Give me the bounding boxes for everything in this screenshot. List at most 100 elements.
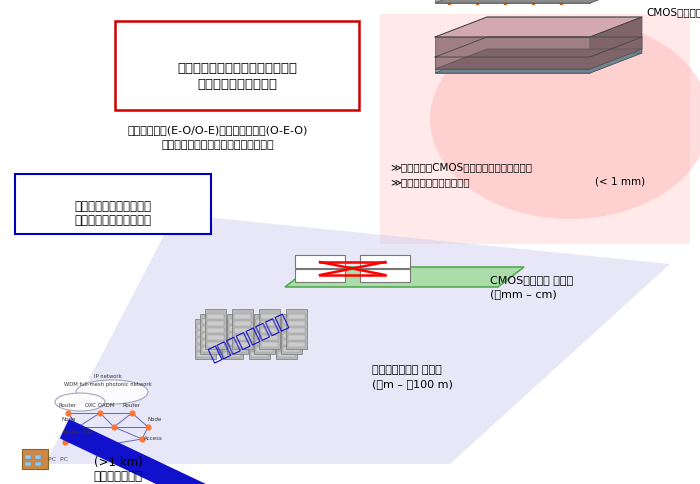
Bar: [197, 338, 214, 343]
Bar: [288, 321, 305, 326]
Bar: [256, 340, 273, 345]
Bar: [283, 319, 300, 324]
Bar: [254, 314, 275, 354]
Bar: [234, 342, 251, 348]
Text: 「光電融合型の処理」: 「光電融合型の処理」: [197, 78, 277, 91]
Text: CMOSチップ間 光伝送: CMOSチップ間 光伝送: [490, 274, 573, 285]
Bar: [197, 332, 214, 336]
Bar: [251, 345, 268, 350]
Text: CMOSレイヤー: CMOSレイヤー: [646, 7, 700, 17]
Bar: [261, 342, 278, 348]
Bar: [197, 324, 214, 329]
Bar: [207, 335, 224, 340]
Bar: [278, 352, 295, 357]
Bar: [259, 309, 280, 349]
Text: Router: Router: [59, 402, 77, 407]
Bar: [25, 462, 31, 466]
Bar: [283, 348, 300, 352]
Bar: [200, 314, 221, 354]
Bar: [278, 338, 295, 343]
Polygon shape: [590, 38, 642, 74]
FancyBboxPatch shape: [380, 15, 690, 244]
Bar: [234, 321, 251, 326]
Bar: [202, 319, 219, 324]
Bar: [261, 314, 278, 319]
Bar: [256, 348, 273, 352]
Polygon shape: [435, 0, 590, 4]
Bar: [195, 319, 216, 359]
Bar: [295, 256, 345, 269]
FancyBboxPatch shape: [115, 22, 359, 111]
Bar: [288, 335, 305, 340]
Bar: [197, 345, 214, 350]
Bar: [283, 326, 300, 332]
Bar: [261, 321, 278, 326]
Text: Access: Access: [144, 435, 162, 440]
Bar: [234, 314, 251, 319]
Bar: [229, 340, 246, 345]
Polygon shape: [435, 58, 590, 74]
Bar: [35, 462, 41, 466]
Bar: [278, 345, 295, 350]
Bar: [281, 314, 302, 354]
Bar: [224, 352, 241, 357]
Bar: [227, 314, 248, 354]
Bar: [251, 324, 268, 329]
Polygon shape: [45, 214, 670, 464]
Text: ≫チップ内での光信号処理: ≫チップ内での光信号処理: [390, 177, 470, 187]
Text: Node: Node: [148, 416, 162, 421]
Text: 光技術による「伝送」，: 光技術による「伝送」，: [74, 200, 151, 213]
Ellipse shape: [76, 380, 148, 404]
Bar: [360, 270, 410, 283]
Ellipse shape: [430, 20, 700, 220]
Bar: [234, 328, 251, 333]
Bar: [202, 340, 219, 345]
Polygon shape: [435, 54, 642, 74]
Polygon shape: [590, 18, 642, 70]
Text: PC  PC: PC PC: [48, 456, 68, 461]
Text: Router/GW: Router/GW: [63, 429, 93, 434]
Polygon shape: [435, 50, 642, 70]
Text: 光電変換素子(E-O/O-E)，光非線形素子(O-E-O): 光電変換素子(E-O/O-E)，光非線形素子(O-E-O): [128, 125, 308, 135]
Bar: [283, 333, 300, 338]
Text: 光伝送の短距離化: 光伝送の短距離化: [205, 311, 290, 364]
Bar: [224, 338, 241, 343]
Bar: [207, 314, 224, 319]
Bar: [224, 345, 241, 350]
Text: IP network: IP network: [94, 373, 122, 378]
Bar: [251, 332, 268, 336]
Bar: [224, 332, 241, 336]
Bar: [360, 256, 410, 269]
Bar: [229, 333, 246, 338]
Bar: [202, 348, 219, 352]
Bar: [261, 335, 278, 340]
Text: (数m – 数100 m): (数m – 数100 m): [372, 378, 453, 388]
Bar: [251, 352, 268, 357]
Text: ≫メニーコアCMOSチップ内のコア間光伝送: ≫メニーコアCMOSチップ内のコア間光伝送: [390, 162, 532, 172]
Text: 光と電子回路の緊密な連携による: 光と電子回路の緊密な連携による: [177, 61, 297, 75]
Text: 電子技術による「処理」: 電子技術による「処理」: [74, 213, 151, 226]
Bar: [224, 324, 241, 329]
Bar: [202, 333, 219, 338]
Bar: [22, 449, 48, 469]
Text: 光ファイバ伝送: 光ファイバ伝送: [94, 469, 143, 482]
Bar: [256, 319, 273, 324]
Bar: [205, 309, 226, 349]
Polygon shape: [435, 38, 590, 70]
Bar: [25, 455, 31, 459]
Text: (数mm – cm): (数mm – cm): [490, 288, 556, 298]
Polygon shape: [285, 268, 524, 287]
Bar: [207, 328, 224, 333]
Text: OXC OADM: OXC OADM: [85, 402, 115, 407]
Bar: [286, 309, 307, 349]
Bar: [229, 319, 246, 324]
FancyBboxPatch shape: [15, 175, 211, 235]
FancyArrow shape: [61, 420, 533, 484]
Bar: [35, 455, 41, 459]
Bar: [288, 314, 305, 319]
Text: データセンタ内 光伝送: データセンタ内 光伝送: [372, 364, 442, 374]
Bar: [232, 309, 253, 349]
Bar: [234, 335, 251, 340]
Bar: [229, 348, 246, 352]
Bar: [278, 324, 295, 329]
